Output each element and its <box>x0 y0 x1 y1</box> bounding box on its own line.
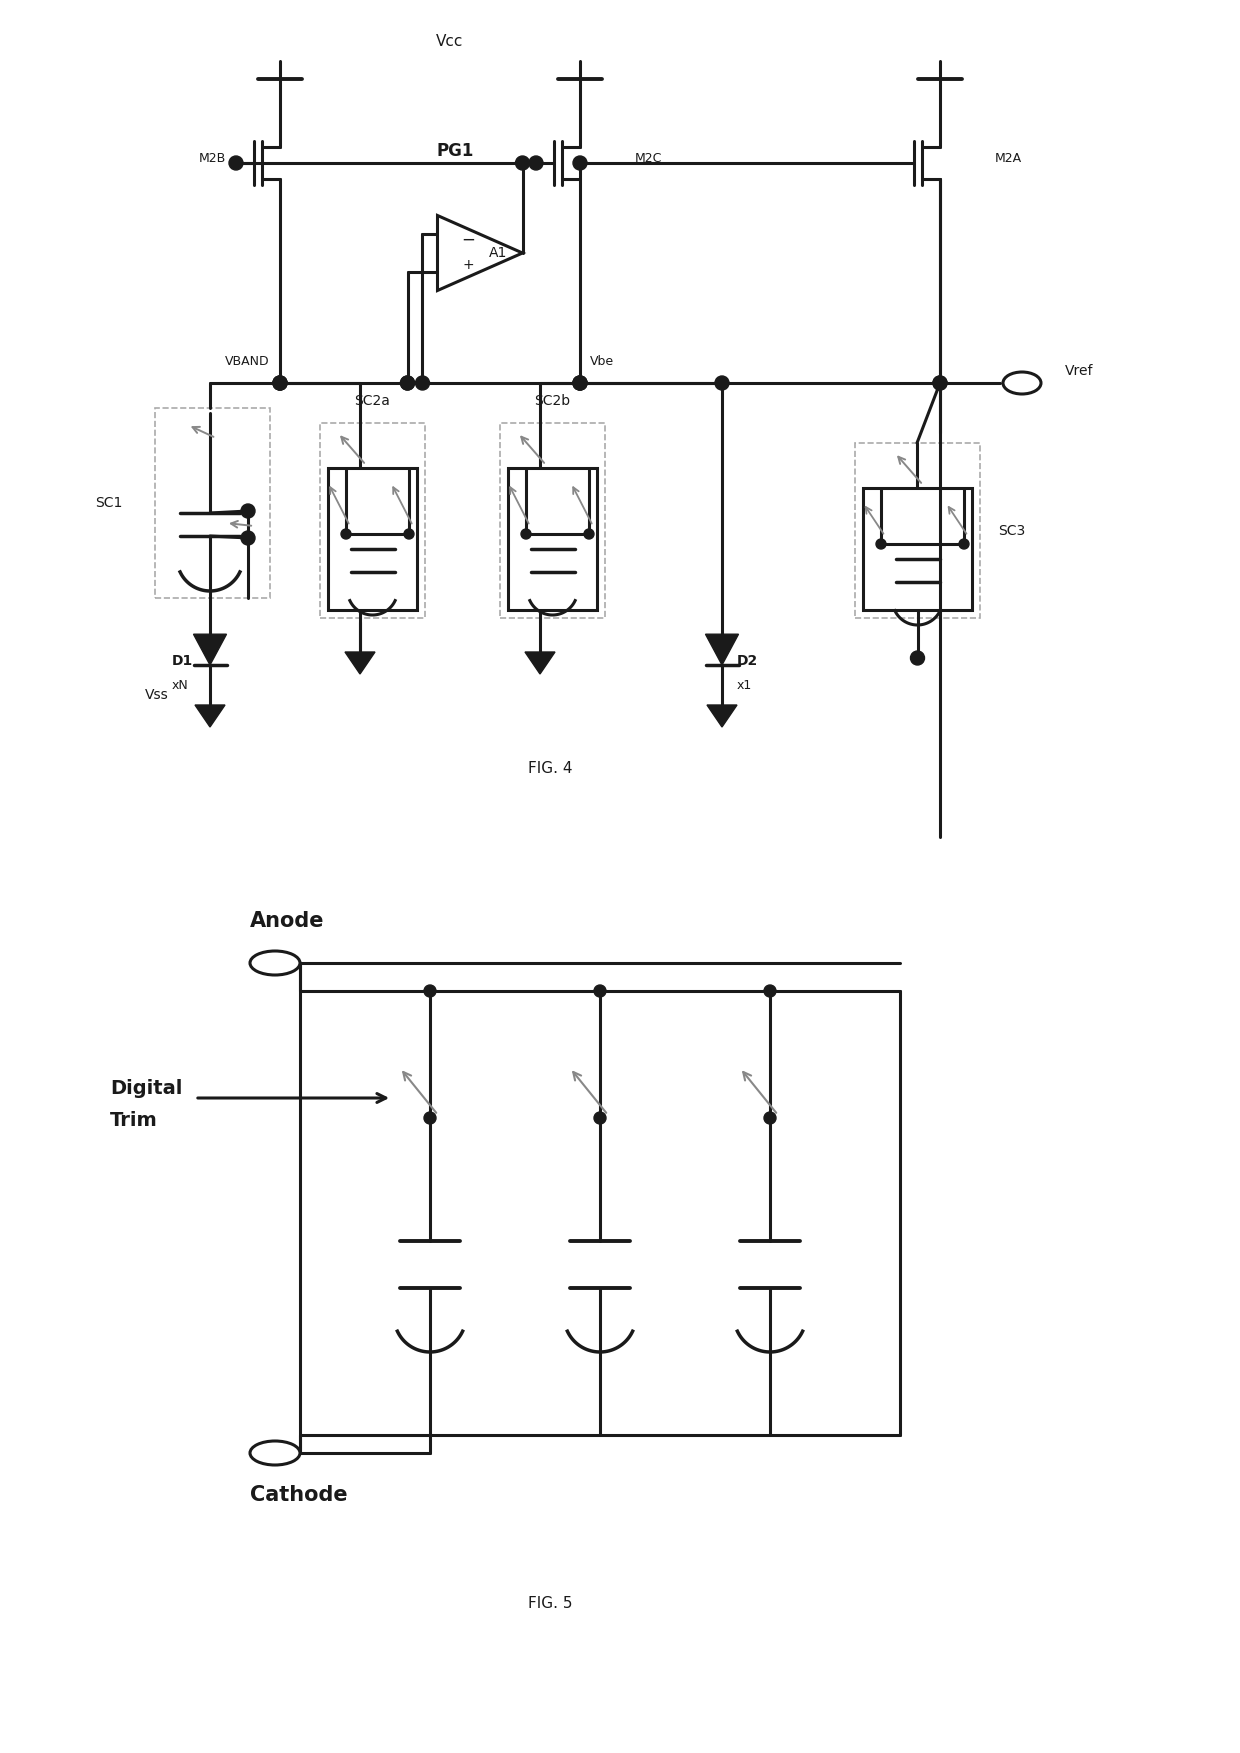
Bar <box>856 444 980 619</box>
Text: FIG. 4: FIG. 4 <box>528 761 572 775</box>
Text: SC2a: SC2a <box>355 394 391 408</box>
Circle shape <box>584 529 594 538</box>
Text: Vss: Vss <box>145 687 169 701</box>
Circle shape <box>404 529 414 538</box>
Circle shape <box>273 375 286 389</box>
Text: Vref: Vref <box>1065 365 1094 379</box>
Text: D1: D1 <box>172 654 193 668</box>
Text: Anode: Anode <box>250 912 325 931</box>
Bar <box>320 422 425 619</box>
Text: VBAND: VBAND <box>226 354 270 368</box>
Ellipse shape <box>1003 372 1042 394</box>
Polygon shape <box>707 705 737 727</box>
Text: PG1: PG1 <box>436 142 474 160</box>
Polygon shape <box>438 216 522 291</box>
Circle shape <box>424 985 436 997</box>
Circle shape <box>401 375 414 389</box>
Text: D2: D2 <box>737 654 758 668</box>
Text: Vcc: Vcc <box>436 33 464 49</box>
Circle shape <box>932 375 947 389</box>
Circle shape <box>932 375 947 389</box>
Circle shape <box>573 375 587 389</box>
Text: M2A: M2A <box>994 151 1022 165</box>
Bar <box>508 468 596 610</box>
Circle shape <box>594 985 606 997</box>
Circle shape <box>415 375 429 389</box>
Circle shape <box>341 529 351 538</box>
Circle shape <box>401 375 414 389</box>
Ellipse shape <box>250 1441 300 1466</box>
Circle shape <box>229 156 243 170</box>
Circle shape <box>424 1111 436 1124</box>
Circle shape <box>521 529 531 538</box>
Circle shape <box>715 375 729 389</box>
Circle shape <box>875 538 887 549</box>
Circle shape <box>959 538 968 549</box>
Text: SC3: SC3 <box>998 524 1025 538</box>
Circle shape <box>516 156 529 170</box>
Text: Trim: Trim <box>110 1111 157 1131</box>
Polygon shape <box>706 635 739 664</box>
Text: SC2b: SC2b <box>534 394 570 408</box>
Circle shape <box>573 156 587 170</box>
Text: x1: x1 <box>737 678 753 691</box>
Polygon shape <box>525 652 556 673</box>
Text: A1: A1 <box>489 245 507 259</box>
Circle shape <box>241 531 255 545</box>
Text: M2C: M2C <box>635 151 662 165</box>
Bar <box>329 468 417 610</box>
Circle shape <box>573 375 587 389</box>
Polygon shape <box>193 635 227 664</box>
Circle shape <box>764 1111 776 1124</box>
Polygon shape <box>345 652 374 673</box>
Text: Vbe: Vbe <box>590 354 614 368</box>
Text: Cathode: Cathode <box>250 1485 347 1506</box>
Circle shape <box>241 505 255 517</box>
Text: −: − <box>461 231 475 249</box>
Circle shape <box>764 985 776 997</box>
Text: Digital: Digital <box>110 1078 182 1097</box>
Text: FIG. 5: FIG. 5 <box>528 1595 572 1611</box>
Text: xN: xN <box>172 678 188 691</box>
Ellipse shape <box>250 950 300 975</box>
Bar <box>863 487 972 610</box>
Circle shape <box>529 156 543 170</box>
Text: M2B: M2B <box>198 151 226 165</box>
Circle shape <box>273 375 286 389</box>
Text: SC1: SC1 <box>95 496 123 510</box>
Circle shape <box>573 375 587 389</box>
Bar <box>500 422 605 619</box>
Polygon shape <box>195 705 224 727</box>
Text: +: + <box>463 258 474 272</box>
Circle shape <box>910 650 925 664</box>
Circle shape <box>273 375 286 389</box>
Bar <box>155 408 270 598</box>
Circle shape <box>594 1111 606 1124</box>
